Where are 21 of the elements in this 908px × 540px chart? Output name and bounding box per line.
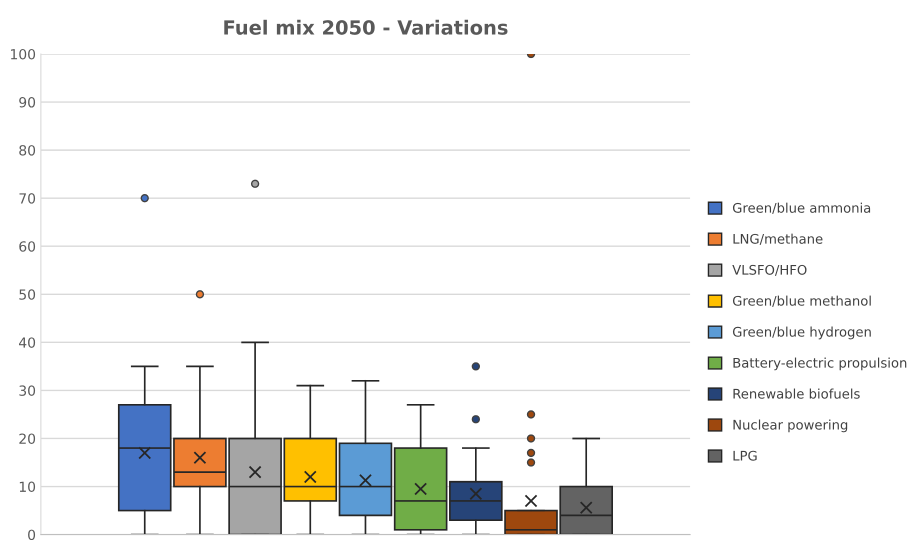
y-tick-label: 100 [11, 48, 36, 60]
legend-label: Green/blue ammonia [732, 202, 870, 214]
y-tick-label: 0 [28, 530, 36, 540]
y-tick-label: 40 [19, 337, 36, 348]
legend-label: LPG [733, 450, 757, 461]
y-tick-label: 20 [19, 433, 36, 444]
y-tick-label: 50 [19, 289, 36, 300]
legend-label: Green/blue hydrogen [732, 326, 871, 340]
legend-label: LNG/methane [733, 234, 822, 245]
y-tick-label: 90 [19, 97, 36, 108]
y-tick-label: 70 [19, 193, 36, 204]
chart-title: Fuel mix 2050 - Variations [224, 20, 508, 35]
legend-label: Battery-electric propulsion [733, 358, 906, 370]
y-tick-label: 10 [20, 482, 36, 492]
y-tick-label: 80 [19, 145, 36, 156]
y-tick-label: 60 [19, 241, 36, 252]
legend-label: Nuclear powering [733, 420, 848, 432]
y-tick-label: 30 [19, 385, 36, 396]
legend-label: VLSFO/HFO [732, 264, 807, 276]
legend-label: Renewable biofuels [733, 388, 860, 399]
legend-label: Green/blue methanol [732, 296, 871, 307]
